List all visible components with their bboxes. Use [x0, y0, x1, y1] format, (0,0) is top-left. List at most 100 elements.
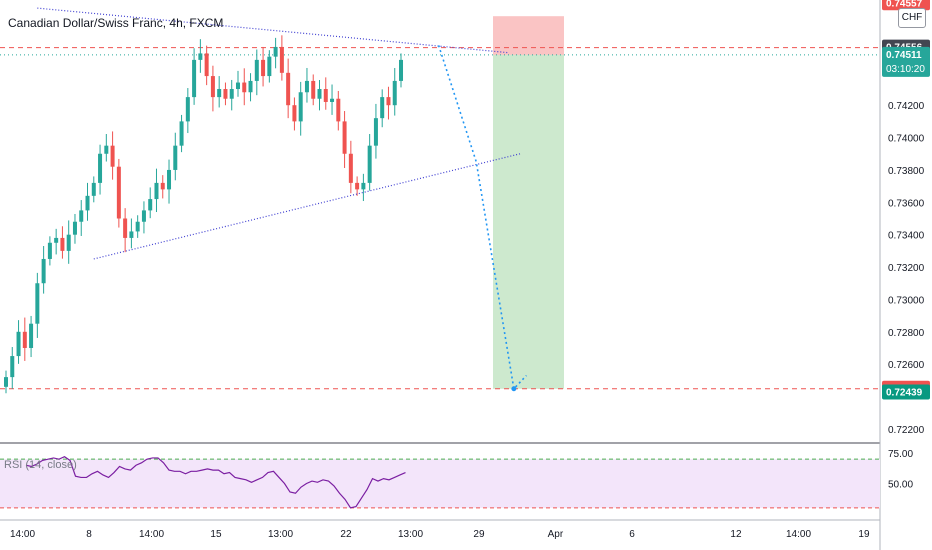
candle-body[interactable] — [361, 183, 365, 189]
candle-body[interactable] — [60, 238, 64, 251]
candle-body[interactable] — [35, 283, 39, 323]
time-tick-label: 19 — [858, 529, 870, 540]
candle-body[interactable] — [117, 167, 121, 219]
candle-body[interactable] — [173, 146, 177, 170]
candle-body[interactable] — [217, 89, 221, 97]
candle-body[interactable] — [223, 89, 227, 99]
candle-body[interactable] — [386, 97, 390, 105]
candle-body[interactable] — [292, 105, 296, 121]
candle-body[interactable] — [23, 332, 27, 348]
time-tick-label: 13:00 — [398, 529, 423, 540]
candle-body[interactable] — [186, 97, 190, 121]
candle-body[interactable] — [318, 89, 322, 99]
price-tick-label: 0.72600 — [888, 360, 925, 371]
rsi-indicator-label[interactable]: RSI (14, close) — [4, 459, 77, 471]
candle-body[interactable] — [349, 154, 353, 183]
price-tick-label: 0.73600 — [888, 198, 925, 209]
candle-body[interactable] — [330, 99, 334, 102]
projection-arrow-head — [511, 386, 516, 391]
time-tick-label: 8 — [86, 529, 92, 540]
candle-body[interactable] — [136, 222, 140, 232]
time-tick-label: 14:00 — [786, 529, 811, 540]
candle-body[interactable] — [67, 235, 71, 251]
candle-body[interactable] — [123, 219, 127, 238]
candle-body[interactable] — [148, 199, 152, 210]
time-tick-label: 14:00 — [10, 529, 35, 540]
price-tick-label: 0.72800 — [888, 328, 925, 339]
chart-title: Canadian Dollar/Swiss Franc, 4h, FXCM — [8, 16, 223, 30]
candle-body[interactable] — [92, 183, 96, 196]
candle-body[interactable] — [311, 81, 315, 99]
price-tick-label: 0.73400 — [888, 231, 925, 242]
price-tick-label: 0.74000 — [888, 134, 925, 145]
candle-body[interactable] — [111, 146, 115, 167]
stop-loss-zone[interactable] — [493, 16, 564, 55]
candle-body[interactable] — [192, 60, 196, 97]
price-tick-label: 0.72200 — [888, 425, 925, 436]
candle-body[interactable] — [129, 231, 133, 237]
candle-body[interactable] — [48, 243, 52, 259]
candle-body[interactable] — [167, 170, 171, 189]
candle-body[interactable] — [10, 356, 14, 377]
upper-trendline[interactable] — [37, 8, 507, 53]
candle-body[interactable] — [274, 47, 278, 57]
candle-body[interactable] — [261, 60, 265, 76]
candle-body[interactable] — [86, 196, 90, 211]
current-price-tag-subtext: 03:10:20 — [886, 64, 925, 75]
candle-body[interactable] — [73, 222, 77, 235]
candle-body[interactable] — [280, 47, 284, 73]
candle-body[interactable] — [4, 377, 8, 387]
candle-body[interactable] — [368, 146, 372, 183]
time-tick-label: 15 — [210, 529, 222, 540]
candle-body[interactable] — [79, 210, 83, 221]
candle-body[interactable] — [299, 92, 303, 121]
candle-body[interactable] — [230, 89, 234, 99]
time-tick-label: 14:00 — [139, 529, 164, 540]
rsi-tick-label: 50.00 — [888, 480, 913, 491]
price-tick-label: 0.74200 — [888, 101, 925, 112]
candle-body[interactable] — [305, 81, 309, 92]
take-profit-zone[interactable] — [493, 55, 564, 389]
candle-body[interactable] — [355, 183, 359, 189]
candle-body[interactable] — [211, 76, 215, 97]
time-tick-label: 29 — [473, 529, 485, 540]
candle-body[interactable] — [42, 259, 46, 283]
candle-body[interactable] — [343, 121, 347, 153]
candle-body[interactable] — [54, 238, 58, 243]
candle-body[interactable] — [98, 154, 102, 183]
candle-body[interactable] — [104, 146, 108, 154]
candle-body[interactable] — [29, 324, 33, 348]
price-tick-label: 0.73000 — [888, 295, 925, 306]
candle-body[interactable] — [242, 83, 246, 93]
candle-body[interactable] — [324, 89, 328, 102]
candle-body[interactable] — [399, 60, 403, 81]
green-price-tag-text: 0.72439 — [886, 387, 923, 398]
time-tick-label: 22 — [340, 529, 352, 540]
candle-body[interactable] — [198, 53, 202, 59]
candle-body[interactable] — [205, 53, 209, 76]
candle-body[interactable] — [161, 183, 165, 189]
candle-body[interactable] — [393, 81, 397, 105]
candle-body[interactable] — [336, 99, 340, 122]
candle-body[interactable] — [374, 118, 378, 146]
price-tick-label: 0.73200 — [888, 263, 925, 274]
time-tick-label: Apr — [548, 529, 564, 540]
candle-body[interactable] — [17, 332, 21, 356]
candle-body[interactable] — [255, 60, 259, 81]
candle-body[interactable] — [286, 73, 290, 105]
candle-body[interactable] — [380, 97, 384, 118]
lower-trendline[interactable] — [94, 154, 520, 259]
candle-body[interactable] — [249, 81, 253, 92]
current-price-tag-text: 0.74511 — [886, 50, 922, 61]
rsi-tick-label: 75.00 — [888, 449, 913, 460]
candle-body[interactable] — [142, 210, 146, 221]
rsi-band — [0, 459, 880, 508]
candle-body[interactable] — [154, 183, 158, 199]
time-tick-label: 13:00 — [268, 529, 293, 540]
currency-badge[interactable]: CHF — [898, 8, 926, 28]
candle-body[interactable] — [180, 121, 184, 145]
candle-body[interactable] — [267, 57, 271, 76]
candle-body[interactable] — [236, 83, 240, 89]
